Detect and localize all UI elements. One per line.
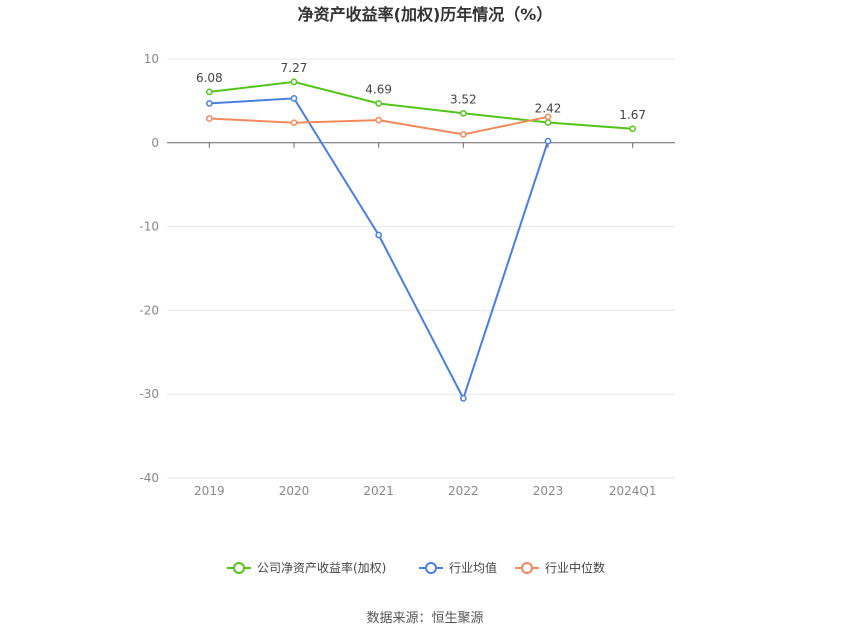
x-tick-label: 2022 bbox=[448, 484, 479, 498]
data-point[interactable] bbox=[290, 119, 298, 127]
series-line-0 bbox=[209, 80, 633, 130]
x-tick-label: 2019 bbox=[194, 484, 225, 498]
y-tick-label: -20 bbox=[139, 303, 159, 317]
data-label: 4.69 bbox=[365, 82, 392, 96]
legend-label: 公司净资产收益率(加权) bbox=[257, 560, 386, 575]
series-points bbox=[205, 78, 637, 402]
data-point[interactable] bbox=[205, 88, 213, 96]
data-point[interactable] bbox=[290, 78, 298, 86]
source-note: 数据来源：恒生聚源 bbox=[366, 611, 483, 626]
data-point[interactable] bbox=[544, 137, 552, 145]
legend-item-1[interactable]: 行业均值 bbox=[419, 560, 497, 575]
x-tick-label: 2021 bbox=[363, 484, 394, 498]
chart-title: 净资产收益率(加权)历年情况（%） bbox=[298, 5, 553, 24]
data-point[interactable] bbox=[205, 115, 213, 122]
x-tick-label: 2020 bbox=[279, 484, 310, 498]
x-tick-label: 2024Q1 bbox=[609, 484, 657, 498]
data-point[interactable] bbox=[205, 100, 213, 107]
data-point[interactable] bbox=[459, 131, 467, 138]
data-label: 2.42 bbox=[535, 102, 562, 116]
data-point[interactable] bbox=[629, 125, 637, 133]
legend-item-0[interactable]: 公司净资产收益率(加权) bbox=[227, 560, 386, 575]
data-label: 3.52 bbox=[450, 92, 477, 106]
x-tick-label: 2023 bbox=[533, 484, 564, 498]
y-tick-label: -10 bbox=[139, 220, 159, 234]
legend-swatch-marker bbox=[233, 562, 245, 574]
data-point[interactable] bbox=[375, 231, 383, 239]
data-point[interactable] bbox=[290, 95, 298, 102]
legend: 公司净资产收益率(加权) 行业均值 行业中位数 bbox=[227, 560, 605, 575]
y-tick-label: 0 bbox=[151, 136, 159, 150]
data-point[interactable] bbox=[375, 100, 383, 107]
data-label: 7.27 bbox=[281, 61, 308, 75]
y-tick-label: -30 bbox=[139, 387, 159, 401]
legend-swatch-marker bbox=[425, 562, 437, 574]
data-labels: 6.08 7.27 4.69 3.52 2.42 1.67 bbox=[196, 61, 646, 122]
data-label: 6.08 bbox=[196, 71, 223, 85]
data-point[interactable] bbox=[459, 395, 467, 402]
y-tick-label: -40 bbox=[139, 471, 159, 485]
data-point[interactable] bbox=[375, 116, 383, 124]
data-point[interactable] bbox=[459, 109, 467, 117]
data-point[interactable] bbox=[544, 113, 552, 121]
gridlines bbox=[167, 58, 675, 479]
legend-swatch-marker bbox=[521, 562, 533, 574]
axes: 10 0 -10 -20 -30 -40 2019 2020 2021 2022 2023 2024Q… bbox=[139, 52, 675, 498]
series-lines bbox=[209, 80, 633, 401]
y-tick-label: 10 bbox=[144, 52, 159, 66]
legend-label: 行业中位数 bbox=[545, 560, 605, 575]
data-point[interactable] bbox=[544, 119, 552, 126]
data-label: 1.67 bbox=[619, 108, 646, 122]
legend-item-2[interactable]: 行业中位数 bbox=[515, 560, 605, 575]
legend-label: 行业均值 bbox=[449, 560, 497, 575]
